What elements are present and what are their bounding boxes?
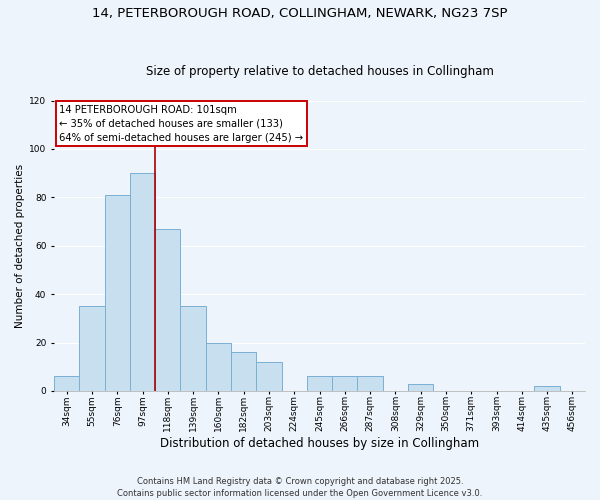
Bar bbox=[130, 173, 155, 391]
Bar bbox=[54, 376, 79, 391]
Bar bbox=[256, 362, 281, 391]
Text: Contains HM Land Registry data © Crown copyright and database right 2025.
Contai: Contains HM Land Registry data © Crown c… bbox=[118, 476, 482, 498]
Text: 14, PETERBOROUGH ROAD, COLLINGHAM, NEWARK, NG23 7SP: 14, PETERBOROUGH ROAD, COLLINGHAM, NEWAR… bbox=[92, 8, 508, 20]
Bar bbox=[79, 306, 104, 391]
X-axis label: Distribution of detached houses by size in Collingham: Distribution of detached houses by size … bbox=[160, 437, 479, 450]
Text: 14 PETERBOROUGH ROAD: 101sqm
← 35% of detached houses are smaller (133)
64% of s: 14 PETERBOROUGH ROAD: 101sqm ← 35% of de… bbox=[59, 105, 304, 143]
Bar bbox=[535, 386, 560, 391]
Bar bbox=[206, 342, 231, 391]
Bar bbox=[408, 384, 433, 391]
Bar bbox=[104, 195, 130, 391]
Bar bbox=[231, 352, 256, 391]
Bar bbox=[332, 376, 358, 391]
Bar bbox=[181, 306, 206, 391]
Y-axis label: Number of detached properties: Number of detached properties bbox=[15, 164, 25, 328]
Bar bbox=[307, 376, 332, 391]
Bar bbox=[155, 229, 181, 391]
Title: Size of property relative to detached houses in Collingham: Size of property relative to detached ho… bbox=[146, 66, 493, 78]
Bar bbox=[358, 376, 383, 391]
